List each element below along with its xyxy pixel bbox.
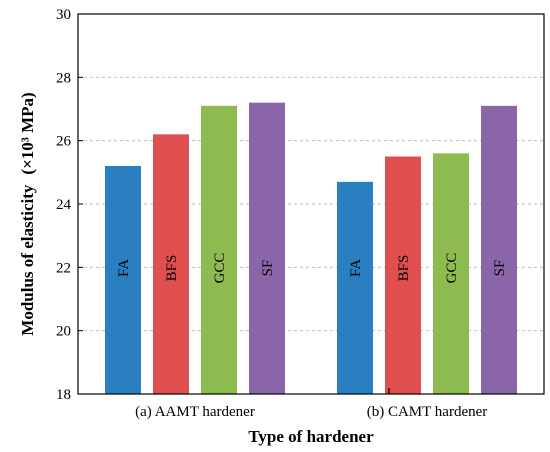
y-tick-labels: 18 20 22 24 26 28 30 (56, 7, 72, 403)
x-axis-title: Type of hardener (248, 427, 374, 446)
bar-label: SF (260, 260, 276, 277)
bar-label: GCC (212, 253, 228, 284)
category-label: (a) AAMT hardener (135, 404, 255, 420)
y-tick-label: 24 (56, 197, 72, 213)
y-tick-label: 30 (56, 7, 71, 23)
bar-label: GCC (444, 253, 460, 284)
y-tick-label: 26 (56, 134, 72, 150)
category-labels: (a) AAMT hardener (b) CAMT hardener (135, 404, 487, 420)
bar (433, 153, 469, 394)
y-axis-unit: (×10³ MPa) (18, 92, 37, 174)
bar-label: SF (492, 260, 508, 277)
y-axis-title: Modulus of elasticity (×10³ MPa) (18, 92, 37, 335)
bar (481, 105, 517, 394)
bar (153, 134, 189, 395)
bar (105, 166, 141, 394)
bar-label: FA (116, 259, 132, 277)
category-label: (b) CAMT hardener (367, 404, 488, 420)
y-tick-label: 28 (56, 70, 71, 86)
bar-label: BFS (164, 255, 180, 282)
bar (201, 105, 237, 394)
bar (337, 181, 373, 394)
grid-lines (78, 76, 544, 332)
y-tick-label: 20 (56, 324, 71, 340)
bar (385, 156, 421, 394)
svg-text:Modulus of elasticity(×10³ MPa: Modulus of elasticity (×10³ MPa) (18, 92, 37, 335)
plot-frame (77, 13, 545, 395)
y-tick-label: 22 (56, 260, 71, 276)
y-axis-title-text: Modulus of elasticity (18, 184, 37, 336)
bar-label: FA (348, 259, 364, 277)
bar (249, 102, 285, 395)
y-tick-label: 18 (56, 387, 71, 403)
bars: FA BFS GCC SF FA BFS GCC SF (105, 102, 517, 395)
bar-label: BFS (396, 255, 412, 282)
